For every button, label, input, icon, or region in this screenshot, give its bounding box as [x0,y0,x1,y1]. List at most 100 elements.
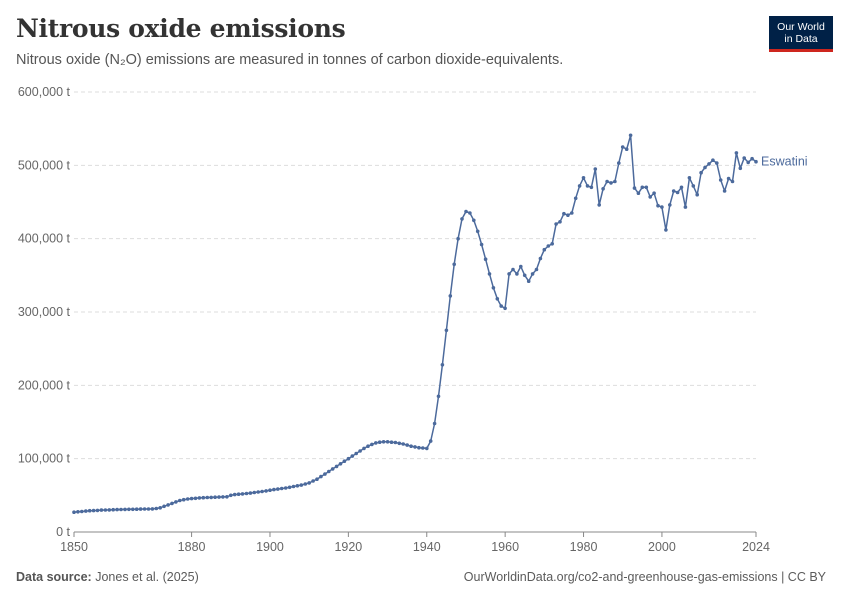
data-point [346,456,351,461]
data-point [142,507,147,511]
data-point [542,247,547,252]
data-point [636,191,641,195]
data-point [150,507,155,511]
data-point [287,485,292,490]
data-point [338,462,343,466]
data-point [609,181,613,185]
data-point [632,186,637,190]
data-point [644,185,649,190]
data-point [624,147,629,151]
data-point [323,472,327,476]
data-point [193,496,198,501]
data-point [526,279,531,284]
data-point [421,446,425,450]
data-point [295,484,300,488]
x-tick-label: 1920 [334,540,362,554]
data-point [593,167,598,171]
data-point [127,507,131,512]
data-point [479,242,484,247]
data-point [456,236,460,241]
data-point [381,440,386,444]
data-point [185,497,190,501]
data-point [385,440,390,444]
data-point [413,445,417,449]
data-point [432,421,437,426]
data-point [726,176,731,181]
data-point [197,496,202,500]
data-point [581,176,586,180]
data-point [499,304,504,308]
data-point [718,178,723,182]
y-tick-label: 0 t [56,525,70,539]
data-point [362,446,366,451]
data-point [205,495,210,500]
data-point [366,444,370,449]
data-point [664,228,668,232]
data-point [334,464,339,469]
data-point [562,211,566,216]
data-point [268,488,272,493]
data-point [687,176,692,180]
chart-subtitle: Nitrous oxide (N₂O) emissions are measur… [16,52,564,68]
data-point [573,196,578,201]
data-point [475,229,480,234]
data-point [276,487,280,491]
data-point [319,474,323,479]
data-point [628,133,633,138]
logo-line-1: Our World [777,21,825,33]
owid-logo[interactable]: Our World in Data [769,16,833,52]
data-point [468,211,472,215]
data-point [511,267,515,272]
data-point [248,491,253,495]
data-point [170,501,174,506]
data-point [483,257,488,262]
data-point [272,487,276,492]
data-point [491,286,496,290]
data-point [244,491,249,496]
data-point [225,495,229,499]
data-point [734,151,739,155]
data-point [370,442,374,447]
data-point [260,489,264,494]
data-point [264,489,268,493]
y-tick-label: 300,000 t [18,305,71,319]
data-point [119,507,123,512]
chart-title: Nitrous oxide emissions [16,14,346,43]
data-point [538,256,543,261]
data-point [570,211,574,215]
data-point [229,493,233,498]
data-point [691,184,696,188]
data-point [87,508,92,513]
data-point [730,179,735,184]
data-point [742,156,746,160]
y-tick-label: 500,000 t [18,158,71,172]
data-point [448,294,453,298]
data-point [648,195,652,199]
data-point [279,486,284,491]
data-point [589,185,594,190]
data-point [146,507,151,511]
data-point [174,500,178,504]
data-point [99,508,104,512]
data-point [652,191,656,195]
footer-link[interactable]: OurWorldinData.org/co2-and-greenhouse-ga… [463,570,826,584]
data-point [221,495,225,499]
data-point [566,213,570,217]
data-point [750,156,754,161]
x-tick-label: 1960 [491,540,519,554]
data-point [707,162,711,166]
data-point [291,484,296,489]
data-point [303,482,308,486]
y-tick-label: 200,000 t [18,378,71,392]
data-point [675,190,680,195]
data-point [95,508,100,513]
data-point [111,507,115,512]
data-point [722,189,727,193]
data-point [131,507,135,512]
x-tick-label: 1940 [413,540,441,554]
data-point [695,192,699,197]
data-point [715,161,719,165]
data-point [158,506,162,510]
data-point [84,509,88,513]
data-point [283,486,288,490]
